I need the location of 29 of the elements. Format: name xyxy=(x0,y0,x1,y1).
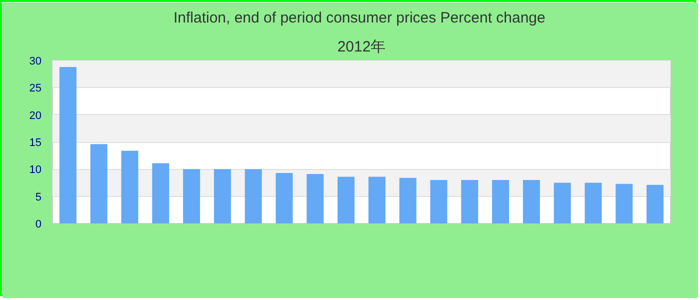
bar xyxy=(554,182,571,224)
y-tick-label: 30 xyxy=(29,56,42,68)
bar xyxy=(121,150,138,224)
bar xyxy=(461,180,478,224)
bar xyxy=(183,169,200,224)
bar xyxy=(616,184,633,224)
y-tick-label: 20 xyxy=(29,110,42,122)
y-tick-label: 10 xyxy=(29,164,42,176)
bar xyxy=(399,178,416,224)
bar xyxy=(59,67,76,224)
bar xyxy=(338,176,355,224)
bar xyxy=(430,180,448,224)
bar xyxy=(276,172,293,224)
bar xyxy=(244,169,262,224)
bar xyxy=(646,184,664,224)
bar xyxy=(306,174,324,224)
bar xyxy=(522,180,540,224)
y-tick-label: 15 xyxy=(29,137,42,149)
bar xyxy=(214,169,231,224)
bar xyxy=(90,144,108,224)
y-tick-label: 25 xyxy=(29,82,42,95)
y-tick-label: 5 xyxy=(35,191,42,204)
bar xyxy=(152,163,170,224)
bar xyxy=(584,182,602,224)
chart-title: Inflation, end of period consumer prices Percent change xyxy=(173,10,546,26)
chart-subtitle: 2012年 xyxy=(337,38,386,56)
y-tick-label: 0 xyxy=(35,218,42,230)
bar xyxy=(492,180,510,224)
bar xyxy=(368,176,386,224)
